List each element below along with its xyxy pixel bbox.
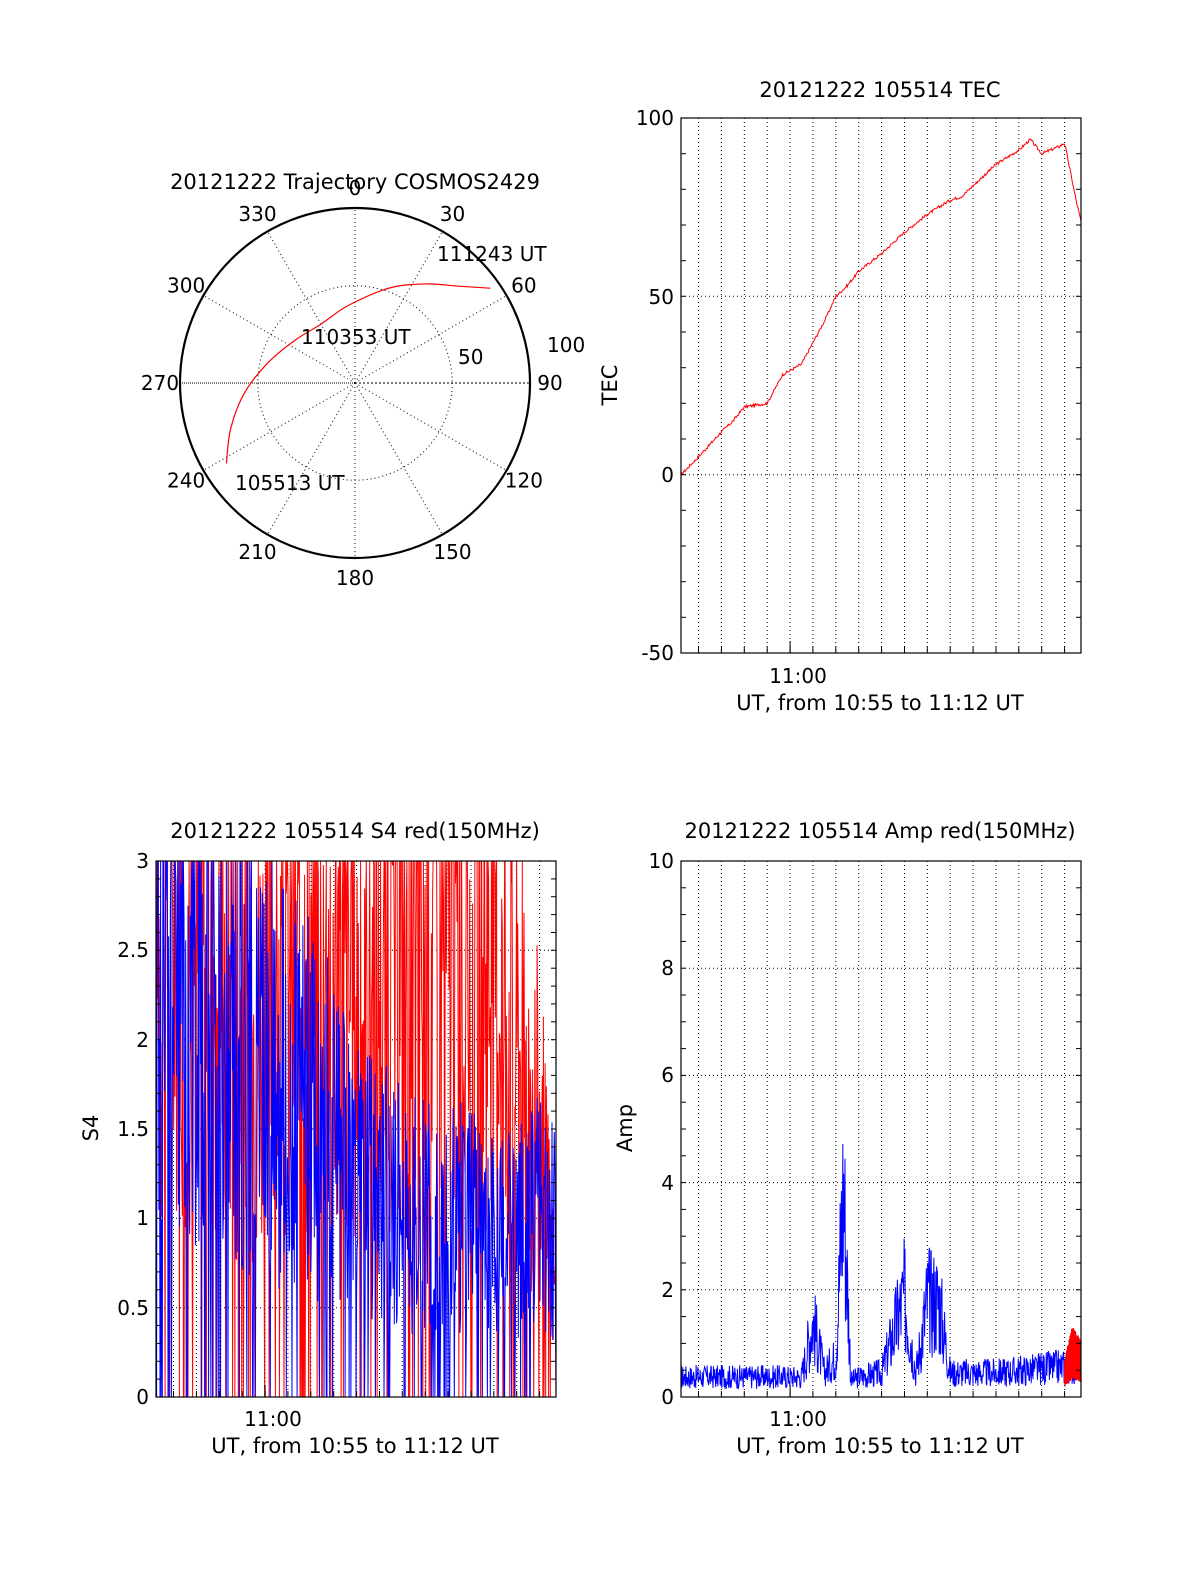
polar-azimuth-label: 30 <box>440 202 465 226</box>
polar-azimuth-label: 180 <box>336 566 374 590</box>
tec-xlabel: UT, from 10:55 to 11:12 UT <box>736 691 1024 715</box>
amp-x-tick-0: 11:00 <box>769 1407 827 1431</box>
amp-ticks <box>681 860 1081 1398</box>
s4-y-tick-3: 1.5 <box>117 1117 149 1141</box>
s4-y-tick-2: 1 <box>136 1206 149 1230</box>
tec-series <box>680 138 1082 476</box>
polar-radius-label-100: 100 <box>547 333 585 357</box>
amp-y-tick-5: 10 <box>649 849 674 873</box>
tec-y-tick-2: 50 <box>649 285 674 309</box>
tec-ticks <box>681 117 1081 654</box>
polar-azimuth-labels: 0 30 60 90 120 150 180 210 240 270 300 330 <box>141 176 563 590</box>
tec-y-tick-1: 0 <box>661 463 674 487</box>
p-amp-series-line-blue <box>680 1143 1082 1390</box>
amp-plot: 20121222 105514 Amp red(150MHz) 0 2 4 6 … <box>613 819 1082 1458</box>
polar-grid-spoke <box>267 382 356 535</box>
polar-grid <box>180 208 530 558</box>
amp-y-tick-0: 0 <box>661 1385 674 1409</box>
polar-trajectory-plot: 20121222 Trajectory COSMOS2429 0 30 60 90 12… <box>141 170 585 590</box>
tec-frame <box>680 117 1082 654</box>
polar-azimuth-label: 60 <box>511 274 536 298</box>
tec-x-tick-0: 11:00 <box>769 664 827 688</box>
amp-xlabel: UT, from 10:55 to 11:12 UT <box>736 1434 1024 1458</box>
polar-azimuth-label: 90 <box>537 371 562 395</box>
polar-azimuth-label: 120 <box>505 469 543 493</box>
polar-radius-label-50: 50 <box>458 345 483 369</box>
s4-ylabel: S4 <box>79 1115 103 1142</box>
tec-grid <box>681 118 1081 653</box>
s4-plot: 20121222 105514 S4 red(150MHz) 0 0.5 1 1… <box>79 819 557 1458</box>
amp-y-tick-4: 8 <box>661 956 674 980</box>
s4-y-tick-1: 0.5 <box>117 1296 149 1320</box>
amp-series <box>680 1143 1082 1390</box>
p-amp-series-line-red <box>1064 1328 1082 1387</box>
polar-grid-spoke <box>267 231 356 384</box>
amp-ylabel: Amp <box>613 1104 637 1152</box>
polar-azimuth-label: 0 <box>349 176 362 200</box>
polar-outer-circle <box>178 206 532 560</box>
amp-y-tick-1: 2 <box>661 1278 674 1302</box>
s4-x-tick-0: 11:00 <box>244 1407 302 1431</box>
p-tec-series-line-red <box>680 138 1082 476</box>
tec-y-tick-0: -50 <box>641 641 674 665</box>
polar-azimuth-label: 300 <box>167 274 205 298</box>
polar-grid-spoke <box>354 382 507 471</box>
s4-y-tick-5: 2.5 <box>117 938 149 962</box>
polar-trajectory-line <box>225 283 491 464</box>
s4-ticks <box>156 860 556 1398</box>
polar-azimuth-label: 330 <box>238 202 276 226</box>
polar-azimuth-label: 150 <box>433 540 471 564</box>
s4-y-tick-4: 2 <box>136 1028 149 1052</box>
s4-y-tick-6: 3 <box>136 849 149 873</box>
polar-azimuth-label: 210 <box>238 540 276 564</box>
amp-y-tick-3: 6 <box>661 1063 674 1087</box>
amp-grid <box>681 861 1081 1397</box>
polar-series <box>225 283 491 464</box>
tec-title: 20121222 105514 TEC <box>759 78 1000 102</box>
annotation-start-time: 105513 UT <box>235 471 345 495</box>
polar-grid-spoke <box>354 382 443 535</box>
tec-ylabel: TEC <box>598 365 622 407</box>
polar-grid-spoke <box>203 382 356 471</box>
s4-title: 20121222 105514 S4 red(150MHz) <box>170 819 540 843</box>
annotation-end-time: 111243 UT <box>437 242 547 266</box>
amp-frame <box>680 860 1082 1398</box>
amp-title: 20121222 105514 Amp red(150MHz) <box>684 819 1075 843</box>
polar-azimuth-label: 240 <box>167 469 205 493</box>
amp-y-tick-2: 4 <box>661 1171 674 1195</box>
polar-title: 20121222 Trajectory COSMOS2429 <box>170 170 540 194</box>
p-s4-series-line-red <box>155 860 557 1398</box>
polar-azimuth-label: 270 <box>141 371 179 395</box>
s4-xlabel: UT, from 10:55 to 11:12 UT <box>211 1434 499 1458</box>
tec-y-tick-3: 100 <box>636 106 674 130</box>
polar-grid-spoke <box>354 231 443 384</box>
tec-plot: 20121222 105514 TEC -50 0 50 100 11:00 U… <box>598 78 1082 715</box>
s4-y-tick-0: 0 <box>136 1385 149 1409</box>
annotation-mid-time: 110353 UT <box>301 325 411 349</box>
